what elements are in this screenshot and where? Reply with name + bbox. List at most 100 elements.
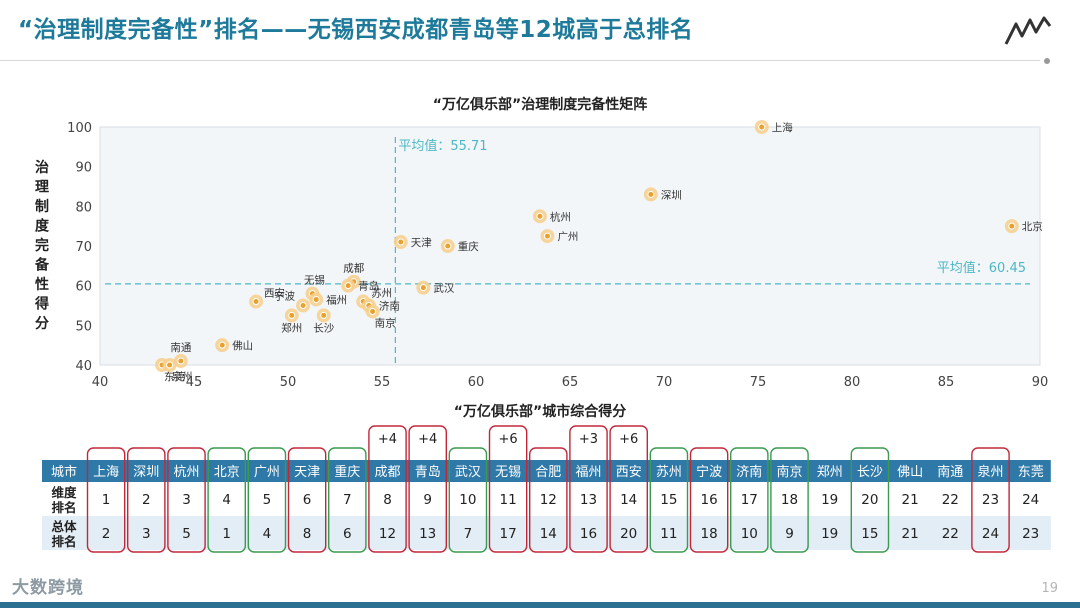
highlight-box: [488, 425, 528, 553]
dimension-rank: 7: [343, 492, 352, 508]
y-label-char: 制: [35, 198, 49, 215]
total-rank: 17: [500, 526, 517, 542]
table-column: +6 无锡 11 17: [488, 425, 528, 553]
city-name: 济南: [736, 464, 762, 480]
y-label-char: 分: [35, 316, 49, 332]
data-point: 佛山: [215, 338, 253, 353]
y-average-label: 平均值：60.45: [937, 260, 1026, 276]
table-column: +4 成都 8 12: [368, 425, 407, 553]
total-rank: 22: [942, 526, 959, 542]
total-rank: 5: [182, 526, 191, 542]
y-tick-label: 40: [75, 359, 92, 374]
city-name: 长沙: [857, 465, 883, 480]
total-rank: 2: [102, 526, 111, 542]
page-title: “治理制度完备性”排名——无锡西安成都青岛等12城高于总排名: [18, 17, 694, 43]
rank-change: +4: [418, 432, 437, 447]
row-header-label: 维度: [51, 485, 77, 500]
brand-watermark: 大数跨境: [12, 578, 84, 598]
data-point: 泉州: [162, 358, 193, 383]
total-rank: 14: [540, 526, 557, 542]
data-point-marker: [177, 357, 185, 365]
table-column: 泉州 23 24: [971, 447, 1010, 553]
table-column: 宁波 16 18: [689, 447, 729, 553]
x-average-label: 平均值：55.71: [398, 138, 487, 154]
data-label: 深圳: [661, 189, 682, 201]
total-rank: 9: [785, 526, 794, 542]
data-point: 南京: [365, 304, 396, 329]
data-point: 西安: [249, 287, 285, 309]
table-column: 长沙 20 15: [850, 447, 890, 553]
data-point: 广州: [540, 229, 578, 244]
table-title: “万亿俱乐部”城市综合得分: [453, 404, 627, 420]
x-tick-label: 75: [750, 375, 767, 390]
y-label-char: 度: [35, 218, 50, 235]
highlight-box: [368, 425, 407, 553]
data-point-marker: [252, 298, 260, 306]
data-point-marker: [320, 311, 328, 319]
table-column: 南通 22 22: [937, 464, 963, 542]
data-label: 南通: [170, 341, 191, 354]
data-label: 郑州: [281, 321, 302, 334]
x-tick-label: 45: [186, 375, 203, 390]
city-name: 佛山: [897, 465, 923, 480]
dimension-rank: 23: [982, 492, 999, 508]
highlight-box: [448, 447, 488, 553]
total-rank: 24: [982, 526, 999, 542]
city-name: 青岛: [415, 464, 441, 480]
page-number: 19: [1041, 581, 1058, 596]
table-header-row: [42, 460, 1051, 482]
table-column: 南京 18 9: [770, 447, 809, 553]
dimension-rank: 5: [263, 492, 272, 508]
table-column: 广州 5 4: [247, 447, 287, 553]
table-column: +6 西安 14 20: [609, 425, 648, 553]
row-header-label: 排名: [51, 500, 76, 515]
highlight-box: [408, 425, 448, 553]
city-name: 福州: [575, 465, 601, 480]
highlight-box: [649, 447, 689, 553]
y-label-char: 备: [34, 257, 50, 274]
highlight-box: [167, 447, 206, 553]
x-tick-label: 50: [280, 375, 297, 390]
highlight-box: [770, 447, 809, 553]
dimension-rank: 1: [102, 492, 111, 508]
data-point-marker: [397, 238, 405, 246]
highlight-box: [569, 425, 608, 553]
data-point-marker: [299, 302, 307, 309]
dimension-rank: 21: [902, 492, 919, 508]
data-label: 青岛: [358, 280, 379, 293]
total-rank: 15: [861, 526, 878, 542]
rank-change: +6: [619, 432, 638, 447]
table-column: 东莞 24 23: [1018, 465, 1044, 542]
city-name: 广州: [254, 465, 280, 480]
highlight-box: [86, 447, 126, 553]
data-point: 天津: [393, 235, 432, 250]
dimension-rank: 19: [821, 492, 838, 508]
city-name: 合肥: [535, 465, 561, 480]
data-label: 重庆: [458, 240, 479, 253]
city-name: 天津: [294, 465, 320, 480]
total-rank: 23: [1022, 526, 1039, 542]
total-rank: 12: [379, 526, 396, 542]
city-name: 宁波: [696, 464, 722, 480]
city-name: 重庆: [334, 464, 360, 480]
x-tick-label: 60: [468, 375, 485, 390]
data-point-marker: [288, 311, 296, 319]
y-label-char: 性: [35, 276, 49, 293]
highlight-box: [529, 447, 568, 553]
table-column: 天津 6 8: [287, 447, 327, 553]
total-rank: 10: [741, 526, 758, 542]
data-point: 重庆: [440, 239, 479, 253]
highlight-box: [126, 447, 166, 553]
data-point-marker: [758, 123, 766, 131]
dimension-rank: 2: [142, 492, 151, 508]
highlight-box: [850, 447, 890, 553]
y-tick-label: 90: [75, 161, 92, 176]
table-column: 合肥 12 14: [529, 447, 568, 553]
data-point-marker: [647, 190, 655, 198]
dimension-rank: 14: [620, 492, 637, 508]
data-point-marker: [369, 307, 377, 315]
dimension-rank: 8: [383, 492, 392, 508]
y-tick-label: 70: [75, 240, 92, 255]
city-name: 泉州: [977, 464, 1003, 480]
total-rank: 13: [419, 526, 436, 542]
